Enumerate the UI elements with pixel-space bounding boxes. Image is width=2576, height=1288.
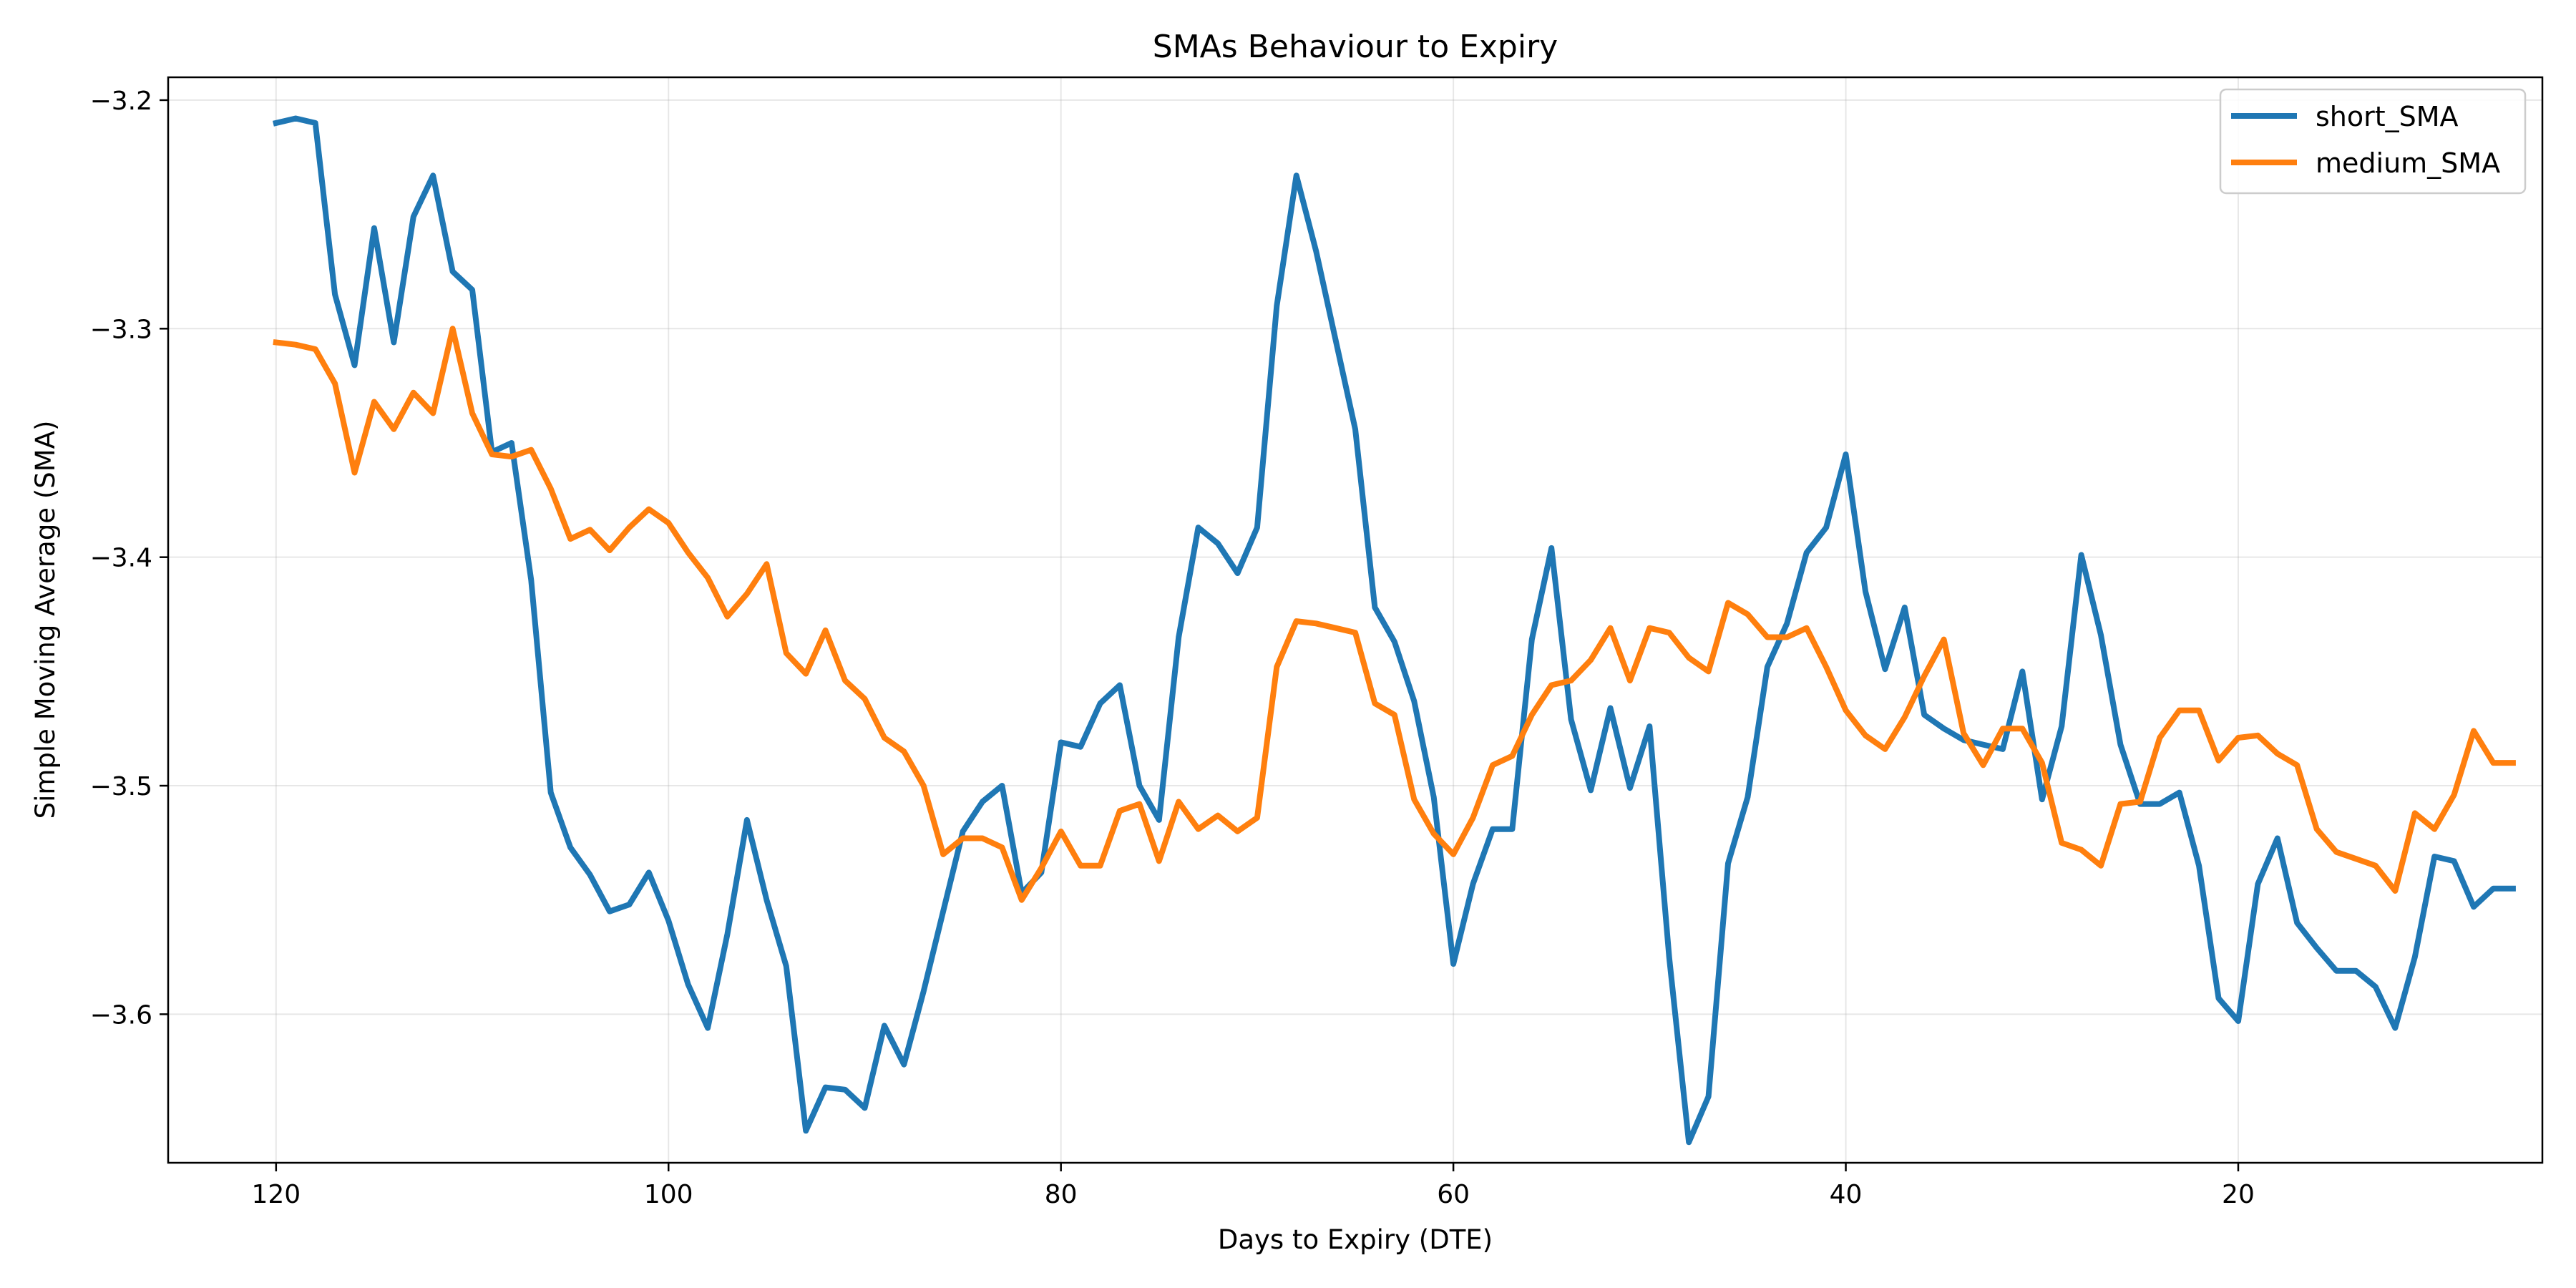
x-axis-label: Days to Expiry (DTE) (1218, 1224, 1493, 1255)
y-tick-label: −3.6 (90, 1000, 152, 1030)
legend-label-medium-sma: medium_SMA (2316, 147, 2500, 179)
y-tick-label: −3.2 (90, 87, 152, 116)
x-tick-label: 100 (644, 1180, 693, 1209)
y-tick-label: −3.3 (90, 315, 152, 344)
axis-ticks: 120 100 80 60 40 20 −3.2 −3.3 −3.4 −3.5 −3.6 (90, 87, 2255, 1209)
y-tick-label: −3.5 (90, 772, 152, 801)
legend: short_SMA medium_SMA (2219, 88, 2527, 195)
x-tick-label: 80 (1045, 1180, 1078, 1209)
legend-label-short-sma: short_SMA (2316, 101, 2459, 132)
chart-title: SMAs Behaviour to Expiry (1153, 29, 1558, 65)
x-tick-label: 40 (1830, 1180, 1863, 1209)
series-line-medium-sma (273, 326, 2516, 903)
x-tick-label: 120 (251, 1180, 301, 1209)
plot-frame (167, 76, 2544, 1164)
y-tick-label: −3.4 (90, 544, 152, 573)
x-tick-label: 60 (1437, 1180, 1470, 1209)
y-axis-label: Simple Moving Average (SMA) (30, 421, 61, 819)
series-lines (272, 115, 2516, 1146)
x-tick-label: 20 (2222, 1180, 2255, 1209)
